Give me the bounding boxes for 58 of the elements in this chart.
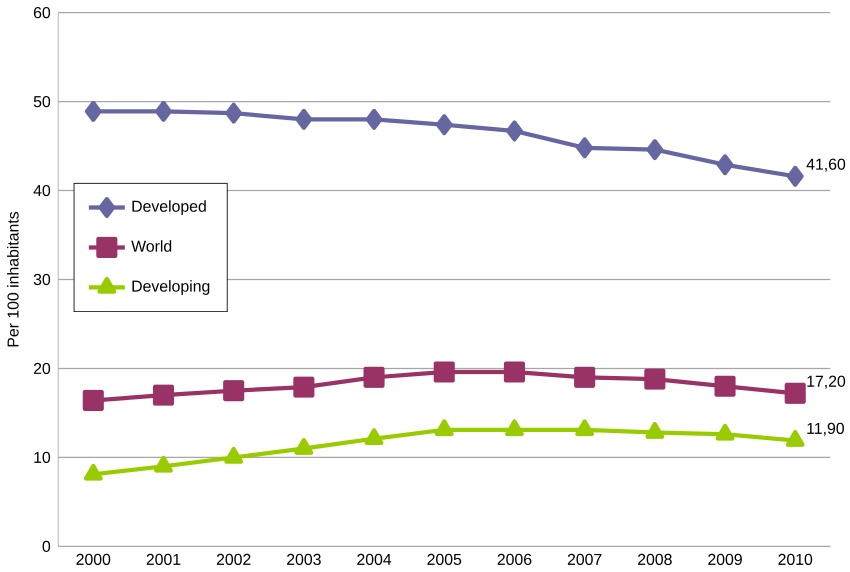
y-tick-label: 50 (34, 96, 50, 108)
point (506, 120, 523, 142)
point (434, 361, 455, 383)
point (436, 114, 453, 136)
point (644, 368, 666, 390)
data-label: 11,90 (807, 422, 844, 436)
x-tick-label: 2007 (568, 554, 602, 566)
legend-label: World (131, 240, 172, 252)
point (225, 102, 242, 124)
legend-label: Developing (132, 280, 210, 295)
y-axis-title: Per 100 inhabitants (7, 212, 19, 346)
point (784, 382, 806, 404)
x-tick-label: 2010 (778, 554, 812, 566)
x-tick-label: 2009 (708, 554, 742, 566)
point (645, 422, 664, 439)
point (574, 366, 596, 388)
data-label: 41,60 (806, 158, 846, 172)
point (152, 384, 174, 406)
point (716, 424, 734, 441)
y-tick-label: 60 (34, 7, 50, 18)
point (224, 446, 244, 464)
point (154, 456, 173, 473)
point (364, 366, 385, 388)
point (714, 376, 736, 397)
x-tick-label: 2000 (76, 554, 110, 566)
point (505, 419, 524, 436)
point (646, 139, 664, 160)
point (293, 376, 314, 398)
point (364, 428, 384, 446)
x-tick-label: 2003 (287, 554, 321, 566)
x-tick-label: 2002 (216, 554, 250, 566)
x-tick-label: 2008 (638, 554, 672, 566)
point (82, 390, 104, 412)
y-tick-label: 20 (34, 362, 50, 374)
point (155, 100, 172, 122)
x-tick-label: 2005 (427, 554, 462, 566)
point (575, 419, 594, 436)
point (504, 361, 525, 383)
x-tick-label: 2001 (146, 554, 180, 566)
point (295, 108, 312, 130)
y-tick-label: 10 (34, 452, 50, 464)
point (294, 438, 314, 455)
x-tick-label: 2006 (498, 554, 532, 566)
data-label: 17,20 (807, 376, 846, 389)
y-tick-label: 30 (34, 274, 50, 286)
point (716, 154, 734, 176)
y-tick-label: 0 (42, 540, 50, 552)
point (786, 166, 804, 187)
point (84, 100, 102, 122)
point (84, 464, 103, 481)
point (366, 108, 382, 130)
x-tick-label: 2004 (357, 554, 392, 566)
point (434, 419, 454, 436)
y-tick-label: 40 (34, 184, 50, 196)
point (576, 137, 594, 158)
legend-label: Developed (132, 200, 206, 215)
point (223, 380, 244, 402)
point (786, 430, 805, 447)
